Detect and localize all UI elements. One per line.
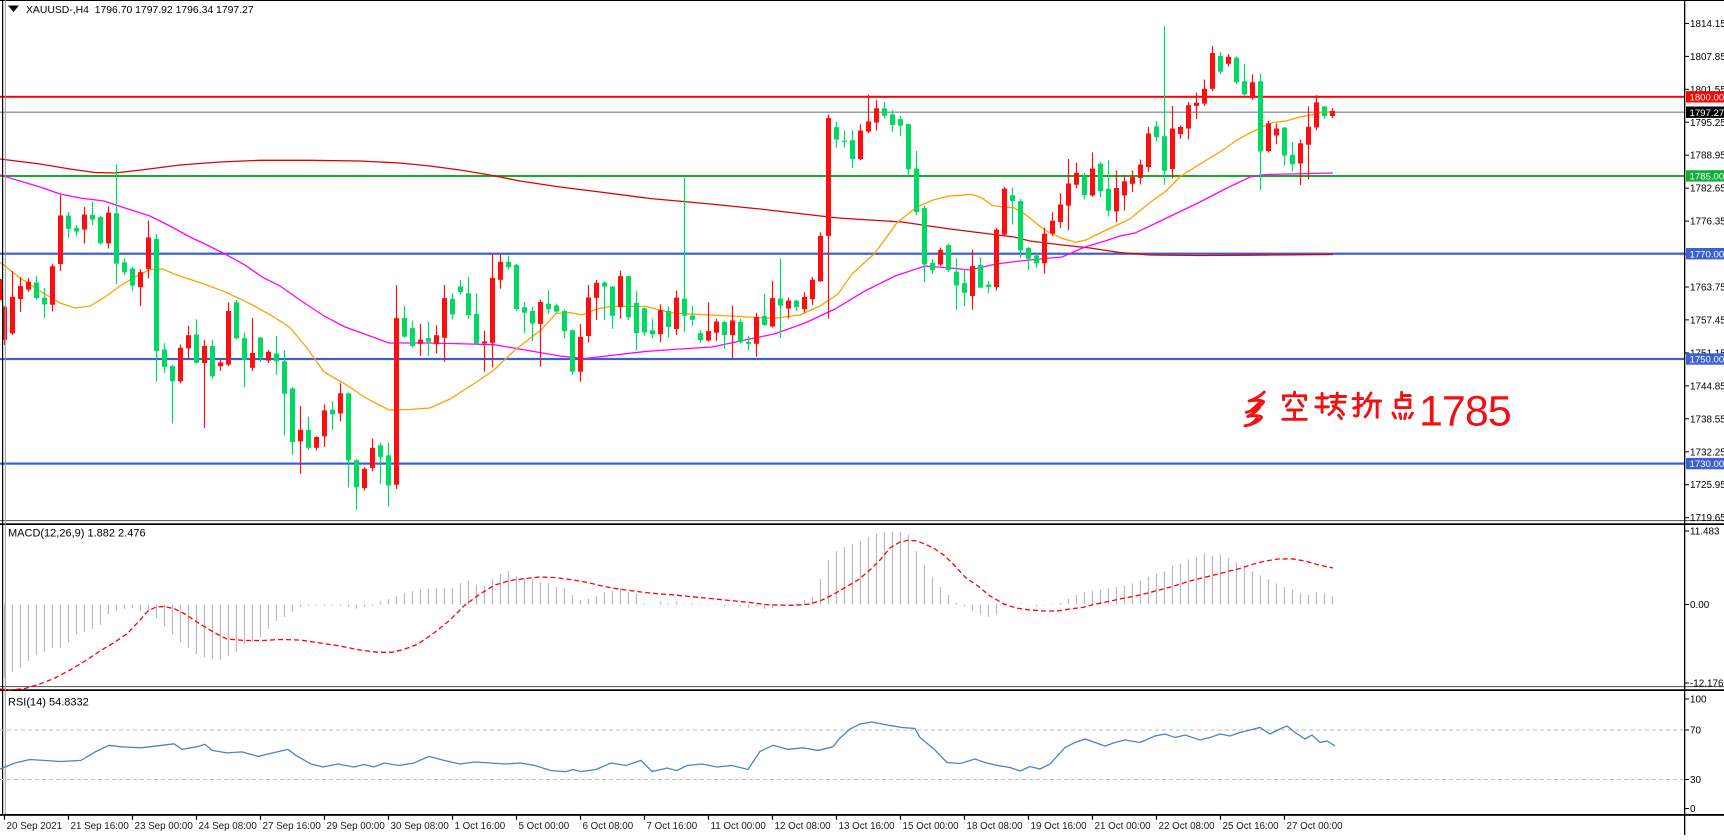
svg-text:100: 100 [1690,695,1707,706]
svg-text:1719.65: 1719.65 [1690,513,1724,524]
svg-text:1807.85: 1807.85 [1690,52,1724,63]
svg-text:0: 0 [1690,804,1696,815]
svg-text:1788.95: 1788.95 [1690,151,1724,162]
svg-text:6 Oct 08:00: 6 Oct 08:00 [583,821,634,832]
svg-text:1730.00: 1730.00 [1690,459,1724,470]
svg-text:1797.27: 1797.27 [1690,108,1724,119]
svg-text:1782.65: 1782.65 [1690,184,1724,195]
svg-text:25 Oct 16:00: 25 Oct 16:00 [1223,821,1280,832]
svg-text:1785.00: 1785.00 [1690,172,1724,183]
svg-text:-12.176: -12.176 [1690,679,1724,690]
svg-text:1785: 1785 [1419,388,1511,436]
svg-text:11 Oct 00:00: 11 Oct 00:00 [711,821,767,832]
svg-text:30: 30 [1690,775,1701,786]
svg-text:1800.00: 1800.00 [1690,92,1724,103]
svg-text:21 Sep 16:00: 21 Sep 16:00 [71,821,130,832]
svg-text:5 Oct 00:00: 5 Oct 00:00 [519,821,570,832]
svg-text:1770.00: 1770.00 [1690,249,1724,260]
svg-text:XAUUSD-,H4 1796.70 1797.92 17: XAUUSD-,H4 1796.70 1797.92 1796.34 1797.… [26,5,254,16]
svg-text:1776.35: 1776.35 [1690,217,1724,228]
svg-text:1757.45: 1757.45 [1690,315,1724,326]
svg-text:29 Sep 00:00: 29 Sep 00:00 [327,821,386,832]
svg-text:1750.00: 1750.00 [1690,355,1724,366]
svg-text:23 Sep 00:00: 23 Sep 00:00 [135,821,194,832]
svg-text:20 Sep 2021: 20 Sep 2021 [7,821,63,832]
svg-text:27 Sep 16:00: 27 Sep 16:00 [263,821,322,832]
svg-text:7 Oct 16:00: 7 Oct 16:00 [647,821,698,832]
svg-text:13 Oct 16:00: 13 Oct 16:00 [839,821,896,832]
svg-text:1732.25: 1732.25 [1690,447,1724,458]
svg-text:18 Oct 08:00: 18 Oct 08:00 [967,821,1024,832]
svg-text:24 Sep 08:00: 24 Sep 08:00 [199,821,258,832]
svg-text:70: 70 [1690,726,1701,737]
svg-text:11.483: 11.483 [1690,527,1720,538]
svg-text:15 Oct 00:00: 15 Oct 00:00 [903,821,960,832]
svg-text:0.00: 0.00 [1690,600,1710,611]
svg-text:1763.75: 1763.75 [1690,283,1724,294]
svg-text:MACD(12,26,9) 1.882 2.476: MACD(12,26,9) 1.882 2.476 [8,528,146,540]
svg-text:1744.85: 1744.85 [1690,381,1724,392]
svg-text:12 Oct 08:00: 12 Oct 08:00 [775,821,832,832]
svg-text:19 Oct 16:00: 19 Oct 16:00 [1031,821,1088,832]
svg-text:1738.55: 1738.55 [1690,414,1724,425]
svg-text:1725.95: 1725.95 [1690,480,1724,491]
svg-text:RSI(14) 54.8332: RSI(14) 54.8332 [8,697,89,709]
svg-text:22 Oct 08:00: 22 Oct 08:00 [1159,821,1216,832]
svg-text:30 Sep 08:00: 30 Sep 08:00 [391,821,450,832]
svg-text:1795.25: 1795.25 [1690,118,1724,129]
svg-text:1814.15: 1814.15 [1690,19,1724,30]
svg-text:21 Oct 00:00: 21 Oct 00:00 [1095,821,1152,832]
svg-text:27 Oct 00:00: 27 Oct 00:00 [1287,821,1344,832]
svg-text:1 Oct 16:00: 1 Oct 16:00 [455,821,506,832]
